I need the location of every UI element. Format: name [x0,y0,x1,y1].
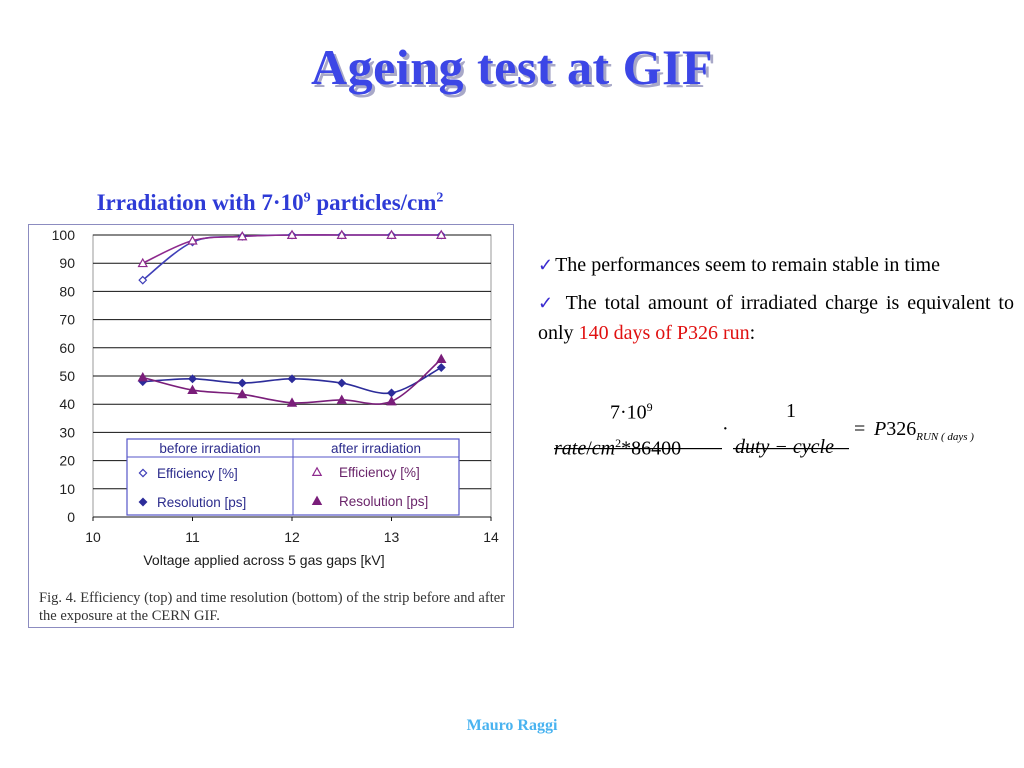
figure-caption: Fig. 4. Efficiency (top) and time resolu… [39,590,505,624]
y-tick-label: 10 [59,481,75,497]
bullet-irradiated-charge: ✓ The total amount of irradiated charge … [538,288,1014,348]
y-tick-label: 90 [59,255,75,271]
bullet-list: ✓ The performances seem to remain stable … [538,250,1014,356]
legend-label-resolution-before: Resolution [ps] [157,495,246,510]
formula-num1: 7·109 [610,400,653,424]
chart-legend: before irradiation after irradiation Effic… [126,438,460,516]
bullet-text: The total amount of irradiated charge is… [538,292,1014,344]
data-point [138,275,148,285]
formula-rhs: P326RUN ( days ) [874,418,974,443]
legend-marker-efficiency-after [311,466,323,476]
bullet-text-end: : [749,322,756,344]
data-point [336,229,347,239]
subtitle-text-2: particles/cm [310,190,437,215]
formula-fraction-bar-2 [733,433,849,456]
formula-num2: 1 [786,400,796,422]
formula-dot: · [722,418,729,440]
data-point [436,363,446,372]
footer-author: Mauro Raggi [466,717,558,734]
data-point [187,384,198,395]
data-point [286,397,298,407]
y-tick-label: 100 [52,227,76,243]
formula-fraction-bar-1 [554,433,722,456]
legend-marker-efficiency-before [138,468,148,478]
y-tick-label: 30 [59,424,75,440]
data-point [337,378,347,388]
data-point [436,229,447,239]
data-point [386,395,397,406]
chart-svg: 0 10 20 30 40 50 60 70 80 90 100 10 11 12 13 14 Voltage… [52,227,499,568]
y-tick-label: 70 [59,312,75,328]
data-point [336,394,347,404]
highlight-days: 140 days of P326 run [578,322,750,344]
data-point [188,374,197,384]
x-tick-label: 10 [85,529,101,545]
data-point [237,388,248,399]
y-tick-label: 50 [59,368,75,384]
checkmark-icon: ✓ [538,255,554,275]
data-point [137,371,148,382]
legend-label-efficiency-after: Efficiency [%] [339,465,420,480]
checkmark-icon: ✓ [538,293,557,313]
legend-label-efficiency-before: Efficiency [%] [157,466,238,481]
data-point [287,374,297,384]
data-point [286,229,298,239]
y-tick-label: 0 [67,509,75,525]
data-point [387,388,396,398]
formula: 7·109 rate/cm2*86400 · 1 duty − cycle = … [550,398,1010,468]
formula-den2: duty − cycle [735,436,834,458]
data-point [237,230,248,241]
bullet-text: The performances seem to remain stable i… [555,254,940,276]
legend-marker-resolution-after [311,495,323,505]
data-point [187,235,198,245]
x-axis-label: Voltage applied across 5 gas gaps [kV] [143,552,384,568]
y-tick-label: 60 [59,340,75,356]
legend-marker-resolution-before [138,497,148,507]
subtitle-exponent-1: 9 [303,190,311,206]
data-points [137,229,447,407]
grid-layer [92,234,492,521]
legend-header-after: after irradiation [331,441,421,456]
subtitle-exponent-2: 2 [436,190,444,206]
data-point [137,257,148,268]
y-tick-label: 40 [59,396,75,412]
slide-title: Ageing test at GIF [311,39,713,95]
y-tick-label: 20 [59,453,75,469]
x-tick-label: 11 [185,529,200,545]
chart-subtitle: Irradiation with 7·109 particles/cm2 [28,190,512,216]
formula-den1: rate/cm2*86400 [554,436,682,460]
formula-equals: = [854,418,866,440]
data-point [436,353,447,364]
x-tick-label: 12 [284,529,300,545]
chart-figure: 0 10 20 30 40 50 60 70 80 90 100 10 11 12 13 14 Voltage… [28,224,514,628]
bullet-stability: ✓ The performances seem to remain stable … [538,250,1014,280]
y-tick-label: 80 [59,283,75,299]
x-tick-label: 13 [384,529,400,545]
data-point [386,229,397,239]
tick-labels: 0 10 20 30 40 50 60 70 80 90 100 10 11 12 13 14 [52,227,499,545]
x-tick-label: 14 [483,529,499,545]
legend-label-resolution-after: Resolution [ps] [339,494,428,509]
legend-header-before: before irradiation [159,441,260,456]
data-point [237,378,247,388]
subtitle-text-1: Irradiation with 7·10 [96,190,304,215]
